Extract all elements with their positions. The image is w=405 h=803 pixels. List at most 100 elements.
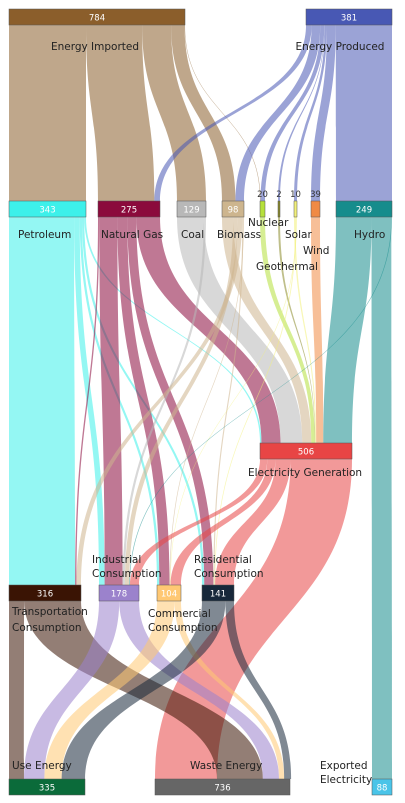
flow-produced-to-nuclear[interactable]: [260, 25, 325, 201]
node-label-exported-line1: Exported: [320, 760, 368, 772]
flow-commercial-to-useenergy[interactable]: [44, 601, 175, 779]
node-label-produced: Energy Produced: [296, 41, 385, 53]
node-transport[interactable]: [8, 584, 82, 602]
node-value-solar: 10: [290, 190, 301, 200]
node-label-exported-line2: Electricity: [320, 774, 372, 786]
flow-imported-to-nuclear[interactable]: [184, 25, 261, 201]
node-produced[interactable]: [305, 8, 393, 26]
node-value-geothermal: 2: [276, 190, 281, 200]
flow-petroleum-to-elecgen[interactable]: [84, 217, 262, 443]
node-nuclear[interactable]: [259, 200, 266, 218]
flow-links: [9, 25, 392, 779]
node-label-elecgen: Electricity Generation: [248, 467, 362, 479]
node-value-industrial: 178: [111, 590, 127, 600]
node-value-biomass: 98: [228, 206, 239, 216]
flow-produced-to-natgas[interactable]: [154, 25, 312, 201]
node-value-produced: 381: [341, 14, 357, 24]
flow-imported-to-biomass[interactable]: [171, 25, 236, 201]
node-wind[interactable]: [310, 200, 321, 218]
flow-wind-to-elecgen[interactable]: [311, 217, 324, 443]
flow-nuclear-to-elecgen[interactable]: [260, 217, 315, 443]
node-label-geothermal: Geothermal: [256, 261, 318, 273]
node-natgas[interactable]: [97, 200, 161, 218]
node-label-nuclear: Nuclear: [248, 217, 289, 229]
node-useenergy[interactable]: [8, 778, 86, 796]
flow-produced-to-solar[interactable]: [294, 25, 327, 201]
flow-natgas-to-residential[interactable]: [127, 217, 214, 585]
flow-coal-to-elecgen[interactable]: [177, 217, 303, 443]
flow-natgas-to-transport[interactable]: [75, 217, 100, 585]
flow-imported-to-natgas[interactable]: [86, 25, 155, 201]
node-label-solar: Solar: [285, 229, 312, 241]
flow-biomass-to-residential[interactable]: [213, 217, 244, 585]
node-geothermal[interactable]: [277, 200, 281, 218]
node-label-coal: Coal: [181, 229, 204, 241]
node-label-commercial-line2: Consumption: [148, 622, 218, 634]
flow-produced-to-hydro[interactable]: [335, 25, 392, 201]
flow-produced-to-wind[interactable]: [311, 25, 336, 201]
flow-elecgen-to-industrial[interactable]: [130, 459, 268, 585]
node-label-biomass: Biomass: [217, 229, 261, 241]
flow-natgas-to-industrial[interactable]: [99, 217, 123, 585]
node-waste[interactable]: [154, 778, 291, 796]
flow-biomass-to-elecgen[interactable]: [222, 217, 312, 443]
node-value-imported: 784: [89, 14, 105, 24]
flow-industrial-to-useenergy[interactable]: [23, 601, 120, 779]
node-value-exported: 88: [377, 784, 388, 794]
node-value-useenergy: 335: [39, 784, 55, 794]
flow-solar-to-elecgen[interactable]: [294, 217, 317, 443]
node-label-transport-line2: Consumption: [12, 622, 82, 634]
node-commercial[interactable]: [156, 584, 182, 602]
flow-commercial-to-waste[interactable]: [174, 601, 285, 779]
node-label-industrial-line1: Industrial: [92, 554, 141, 566]
flow-nodes: 784 381 343 275 129 98 20 2 10 39 249 506 316 178 104 1…: [8, 8, 393, 796]
flow-elecgen-to-residential[interactable]: [215, 459, 291, 585]
flow-geothermal-to-elecgen[interactable]: [278, 217, 316, 443]
flow-produced-to-biomass[interactable]: [235, 25, 321, 201]
node-label-imported: Energy Imported: [51, 41, 139, 53]
node-label-natgas: Natural Gas: [101, 229, 163, 241]
node-value-residential: 141: [210, 590, 226, 600]
flow-industrial-to-waste[interactable]: [119, 601, 279, 779]
node-elecgen[interactable]: [259, 442, 353, 460]
flow-natgas-to-elecgen[interactable]: [136, 217, 281, 443]
flow-solar-to-residential[interactable]: [214, 217, 297, 585]
node-hydro[interactable]: [335, 200, 393, 218]
flow-coal-to-industrial[interactable]: [122, 217, 206, 585]
flow-residential-to-useenergy[interactable]: [61, 601, 226, 779]
flow-solar-to-commercial[interactable]: [170, 217, 297, 585]
flow-residential-to-waste[interactable]: [225, 601, 292, 779]
node-industrial[interactable]: [98, 584, 140, 602]
node-value-petroleum: 343: [39, 206, 55, 216]
flow-hydro-to-exported[interactable]: [371, 217, 392, 779]
node-biomass[interactable]: [221, 200, 245, 218]
flow-imported-to-petroleum[interactable]: [9, 25, 86, 201]
flow-elecgen-to-waste[interactable]: [155, 459, 352, 779]
flow-elecgen-to-commercial[interactable]: [170, 459, 276, 585]
flow-petroleum-to-transport[interactable]: [9, 217, 76, 585]
flow-biomass-to-industrial[interactable]: [124, 217, 238, 585]
flow-natgas-to-commercial[interactable]: [117, 217, 170, 585]
node-residential[interactable]: [201, 584, 235, 602]
node-value-waste: 736: [214, 784, 230, 794]
flow-hydro-to-industrial[interactable]: [129, 217, 392, 585]
node-exported[interactable]: [371, 778, 393, 796]
node-value-nuclear: 20: [257, 190, 268, 200]
node-label-petroleum: Petroleum: [18, 229, 71, 241]
node-value-natgas: 275: [121, 206, 137, 216]
flow-biomass-to-transport[interactable]: [76, 217, 243, 585]
node-value-coal: 129: [183, 206, 199, 216]
flow-biomass-to-commercial[interactable]: [169, 217, 244, 585]
node-label-residential-line1: Residential: [194, 554, 252, 566]
node-imported[interactable]: [8, 8, 186, 26]
node-label-commercial-line1: Commercial: [148, 608, 211, 620]
node-value-hydro: 249: [356, 206, 372, 216]
node-petroleum[interactable]: [8, 200, 87, 218]
node-coal[interactable]: [176, 200, 207, 218]
flow-produced-to-geothermal[interactable]: [278, 25, 325, 201]
flow-transport-to-useenergy[interactable]: [9, 601, 25, 779]
node-label-waste: Waste Energy: [190, 760, 262, 772]
node-solar[interactable]: [293, 200, 298, 218]
flow-imported-to-coal[interactable]: [142, 25, 206, 201]
